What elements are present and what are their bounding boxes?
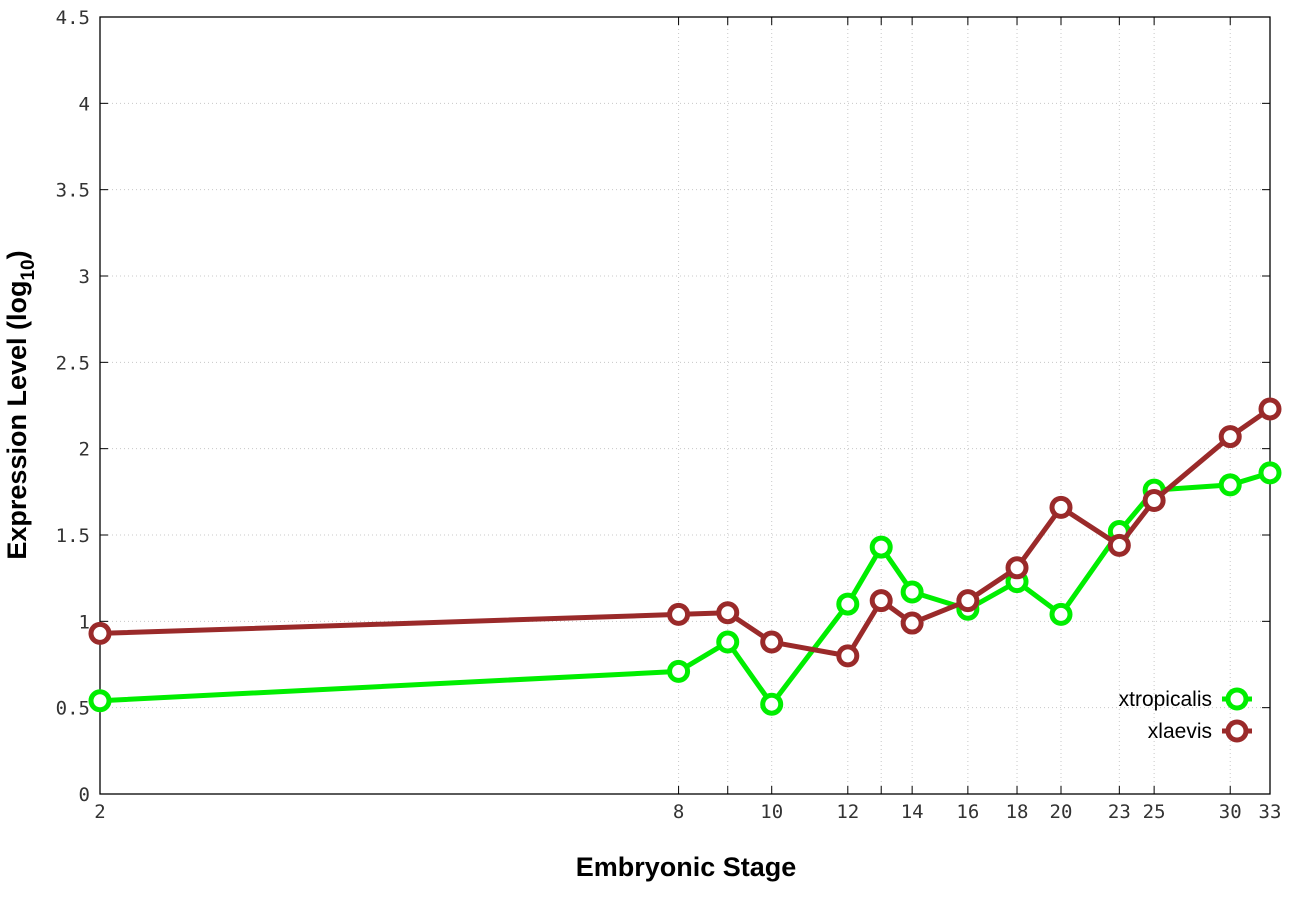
y-axis-title-subscript: 10: [18, 259, 39, 280]
data-point-xlaevis: [1218, 425, 1242, 449]
y-axis-title-main: Expression Level (log: [2, 281, 32, 560]
series-layer: [88, 397, 1282, 716]
x-axis-title: Embryonic Stage: [576, 852, 797, 882]
data-point-xlaevis: [1005, 556, 1029, 580]
legend: xtropicalis xlaevis: [1119, 687, 1252, 743]
x-tick-label: 12: [836, 801, 859, 823]
ticks-layer: 0 0.5 1 1.5 2 2.5 3 3.5 4 4.5 2 8 10 12 14 16 18 20 23 25 30…: [56, 7, 1282, 823]
data-point-xlaevis: [1107, 533, 1131, 557]
data-point-xlaevis: [716, 601, 740, 625]
x-tick-label: 10: [760, 801, 783, 823]
data-point-xtropicalis: [667, 659, 691, 683]
data-point-xlaevis: [760, 630, 784, 654]
y-tick-label: 1: [79, 611, 90, 633]
data-point-xlaevis: [956, 589, 980, 613]
y-tick-label: 4.5: [56, 7, 90, 29]
data-point-xtropicalis: [1049, 602, 1073, 626]
x-tick-label: 25: [1143, 801, 1166, 823]
x-tick-label: 23: [1108, 801, 1131, 823]
data-point-xtropicalis: [760, 692, 784, 716]
legend-label-xlaevis: xlaevis: [1148, 720, 1212, 743]
data-point-xlaevis: [900, 611, 924, 635]
data-point-xtropicalis: [716, 630, 740, 654]
x-tick-label: 2: [94, 801, 105, 823]
x-tick-label: 20: [1050, 801, 1073, 823]
y-tick-label: 2.5: [56, 352, 90, 374]
data-point-xtropicalis: [869, 535, 893, 559]
x-tick-label: 30: [1219, 801, 1242, 823]
data-point-xlaevis: [836, 644, 860, 668]
y-axis-title-close: ): [2, 250, 32, 259]
grid-layer: [100, 17, 1270, 794]
data-point-xlaevis: [667, 602, 691, 626]
y-tick-label: 2: [79, 439, 90, 461]
data-point-xtropicalis: [836, 592, 860, 616]
x-tick-label: 16: [956, 801, 979, 823]
y-tick-label: 3.5: [56, 180, 90, 202]
data-point-xtropicalis: [88, 689, 112, 713]
y-tick-label: 4: [79, 93, 90, 115]
x-tick-label: 8: [673, 801, 684, 823]
x-tick-label: 14: [901, 801, 924, 823]
data-point-xlaevis: [869, 589, 893, 613]
data-point-xtropicalis: [1218, 473, 1242, 497]
data-point-xtropicalis: [1258, 461, 1282, 485]
x-tick-label: 18: [1006, 801, 1029, 823]
legend-label-xtropicalis: xtropicalis: [1119, 688, 1212, 711]
data-point-xlaevis: [1049, 495, 1073, 519]
data-point-xlaevis: [88, 621, 112, 645]
y-tick-label: 1.5: [56, 525, 90, 547]
y-tick-label: 0.5: [56, 698, 90, 720]
data-point-xtropicalis: [900, 580, 924, 604]
x-tick-label: 33: [1259, 801, 1282, 823]
y-tick-label: 3: [79, 266, 90, 288]
legend-marker-xtropicalis: [1225, 687, 1249, 711]
legend-marker-xlaevis: [1225, 719, 1249, 743]
y-tick-label: 0: [79, 784, 90, 806]
y-axis-title: Expression Level (log10): [2, 250, 39, 559]
data-point-xlaevis: [1142, 488, 1166, 512]
data-point-xlaevis: [1258, 397, 1282, 421]
